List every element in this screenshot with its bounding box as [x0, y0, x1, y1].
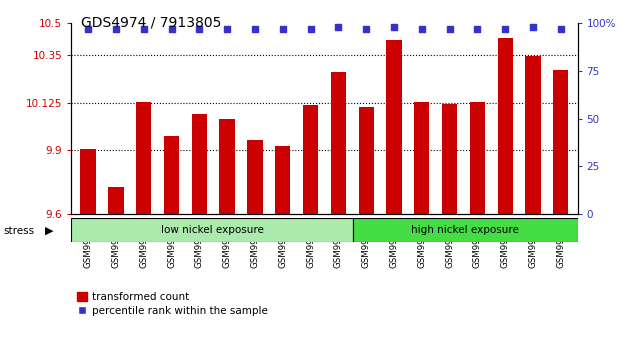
Bar	[275, 146, 291, 214]
Text: GDS4974 / 7913805: GDS4974 / 7913805	[81, 16, 221, 30]
Bar	[136, 102, 152, 214]
Point	[361, 26, 371, 32]
Point	[111, 26, 121, 32]
Bar	[192, 114, 207, 214]
Bar	[386, 40, 402, 214]
Text: high nickel exposure: high nickel exposure	[411, 225, 519, 235]
Point	[501, 26, 510, 32]
Point	[222, 26, 232, 32]
Bar	[442, 104, 457, 214]
Bar	[469, 102, 485, 214]
Text: stress: stress	[3, 226, 34, 236]
Bar	[525, 56, 541, 214]
Bar	[358, 107, 374, 214]
Point	[417, 26, 427, 32]
Point	[528, 24, 538, 30]
Point	[556, 26, 566, 32]
Point	[445, 26, 455, 32]
Point	[83, 26, 93, 32]
Bar	[303, 105, 318, 214]
Bar	[497, 38, 513, 214]
Point	[250, 26, 260, 32]
Bar	[414, 102, 430, 214]
Point	[194, 26, 204, 32]
Text: low nickel exposure: low nickel exposure	[161, 225, 263, 235]
Point	[333, 24, 343, 30]
Point	[278, 26, 288, 32]
Bar	[81, 149, 96, 214]
Point	[473, 26, 483, 32]
Legend: transformed count, percentile rank within the sample: transformed count, percentile rank withi…	[76, 292, 268, 316]
Point	[138, 26, 148, 32]
Text: ▶: ▶	[45, 226, 53, 236]
Point	[389, 24, 399, 30]
Bar	[353, 218, 578, 242]
Point	[306, 26, 315, 32]
Bar	[71, 218, 353, 242]
Bar	[553, 70, 568, 214]
Bar	[108, 187, 124, 214]
Bar	[219, 119, 235, 214]
Bar	[331, 72, 346, 214]
Point	[166, 26, 176, 32]
Bar	[247, 140, 263, 214]
Bar	[164, 136, 179, 214]
